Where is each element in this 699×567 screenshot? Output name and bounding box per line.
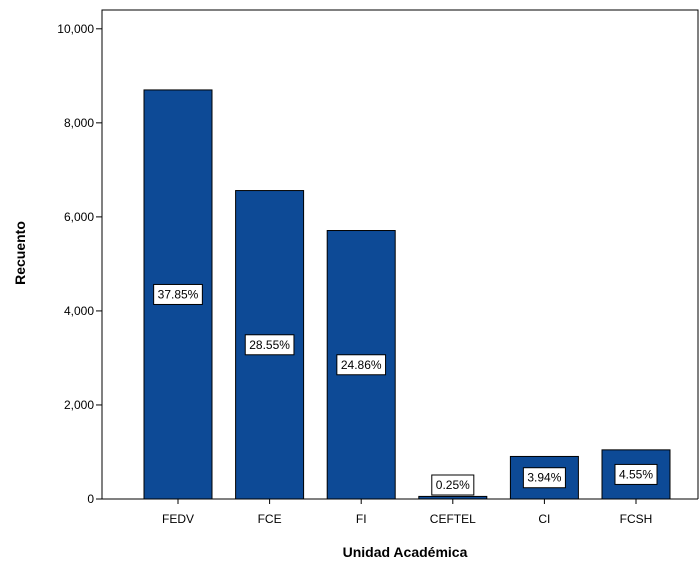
data-label-box <box>336 354 387 376</box>
data-label-box <box>431 474 475 496</box>
x-tick-label: FEDV <box>162 512 194 526</box>
data-label-box <box>614 463 658 485</box>
data-label-box <box>244 334 295 356</box>
data-label-box <box>153 283 203 305</box>
y-tick-label: 6,000 <box>64 210 94 224</box>
data-label: 24.86% <box>341 358 382 372</box>
data-label: 3.94% <box>527 471 561 485</box>
data-label: 28.55% <box>249 338 290 352</box>
x-tick-label: FI <box>356 512 367 526</box>
y-tick-label: 0 <box>87 492 94 506</box>
data-label: 0.25% <box>436 478 470 492</box>
data-label: 4.55% <box>619 467 653 481</box>
plot-frame <box>101 9 699 499</box>
y-tick-label: 4,000 <box>64 304 94 318</box>
data-label: 37.85% <box>158 287 199 301</box>
x-axis-title: Unidad Académica <box>343 544 468 560</box>
x-tick-label: FCSH <box>620 512 653 526</box>
x-tick-label: CI <box>538 512 550 526</box>
y-axis-title: Recuento <box>12 221 28 285</box>
y-tick-label: 10,000 <box>57 22 94 36</box>
x-tick-label: CEFTEL <box>430 512 476 526</box>
y-tick-label: 2,000 <box>64 398 94 412</box>
data-label-box <box>522 467 566 489</box>
y-tick-label: 8,000 <box>64 116 94 130</box>
x-tick-label: FCE <box>258 512 282 526</box>
